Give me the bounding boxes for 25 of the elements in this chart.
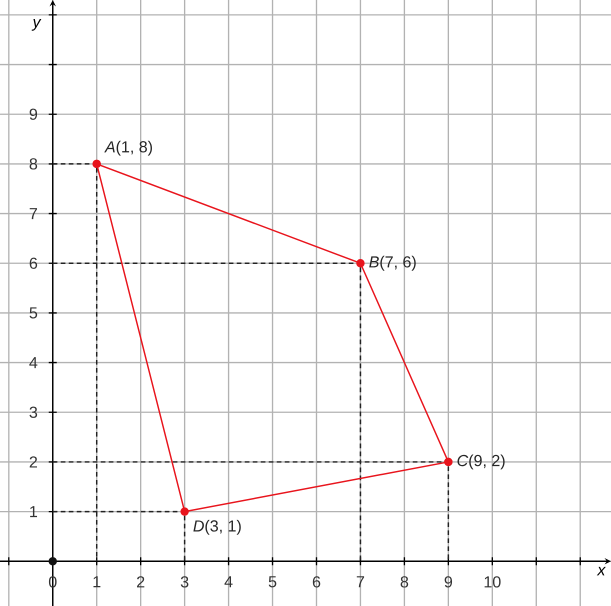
x-tick-label: 5 [268,576,276,588]
x-tick-label: 2 [137,576,144,588]
x-tick-label: 10 [484,576,501,588]
y-tick-label: 7 [30,208,38,220]
annotation: A(1, 8) [104,140,152,156]
x-tick-label: 3 [180,576,188,588]
x-axis-title: x [596,566,606,576]
x-tick-label: 9 [444,576,452,588]
y-tick-label: 6 [30,258,38,269]
x-tick-label: 4 [224,576,233,588]
y-axis-title: y [32,18,42,31]
annotation: C(9, 2) [458,454,505,470]
annotation: B(7, 6) [369,256,416,271]
x-tick-label: 7 [356,576,364,588]
x-tick-label: 6 [312,576,320,588]
y-tick-label: 9 [30,108,38,120]
y-tick-label: 3 [30,406,38,418]
y-tick-label: 1 [30,506,38,518]
y-tick-label: 8 [30,158,38,170]
y-tick-label: 4 [29,357,38,368]
y-tick-label: 2 [30,456,38,468]
annotation: D(3, 1) [193,520,241,535]
y-tick-label: 5 [30,307,38,318]
x-tick-label: 1 [93,576,100,588]
x-tick-label: 8 [400,576,408,588]
